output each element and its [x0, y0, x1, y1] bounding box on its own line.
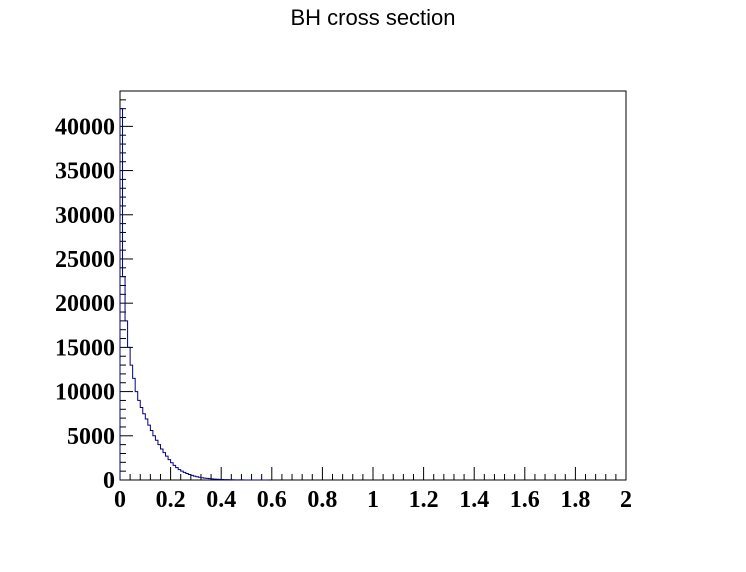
y-tick-label: 25000 — [55, 247, 115, 273]
x-axis-ticks — [119, 467, 627, 480]
y-tick-label: 15000 — [55, 335, 115, 361]
y-axis-ticks — [120, 90, 133, 481]
y-tick-label: 40000 — [55, 114, 115, 140]
y-tick-label: 10000 — [55, 380, 115, 406]
x-axis-tick-labels: 0 0.2 0.4 0.6 0.8 1 1.2 1.4 1.6 1.8 2 — [114, 487, 632, 513]
y-axis-tick-labels: 0 5000 10000 15000 20000 25000 30000 35000 40000 — [55, 114, 115, 494]
x-tick-label: 1.4 — [459, 487, 489, 513]
x-tick-label: 1 — [367, 487, 379, 513]
chart-title: BH cross section — [290, 5, 456, 30]
x-tick-label: 0 — [114, 487, 126, 513]
x-tick-label: 0.8 — [307, 487, 337, 513]
x-tick-label: 1.8 — [560, 487, 590, 513]
x-tick-label: 1.2 — [409, 487, 439, 513]
y-tick-label: 20000 — [55, 291, 115, 317]
x-tick-label: 0.4 — [206, 487, 236, 513]
x-tick-label: 0.2 — [156, 487, 186, 513]
y-tick-label: 5000 — [67, 424, 115, 450]
y-tick-label: 0 — [103, 468, 115, 494]
x-tick-label: 1.6 — [510, 487, 540, 513]
histogram-series-line — [119, 108, 268, 481]
x-tick-label: 0.6 — [257, 487, 287, 513]
plot-frame — [119, 90, 627, 481]
x-tick-label: 2 — [620, 487, 632, 513]
y-tick-label: 30000 — [55, 203, 115, 229]
y-tick-label: 35000 — [55, 159, 115, 185]
